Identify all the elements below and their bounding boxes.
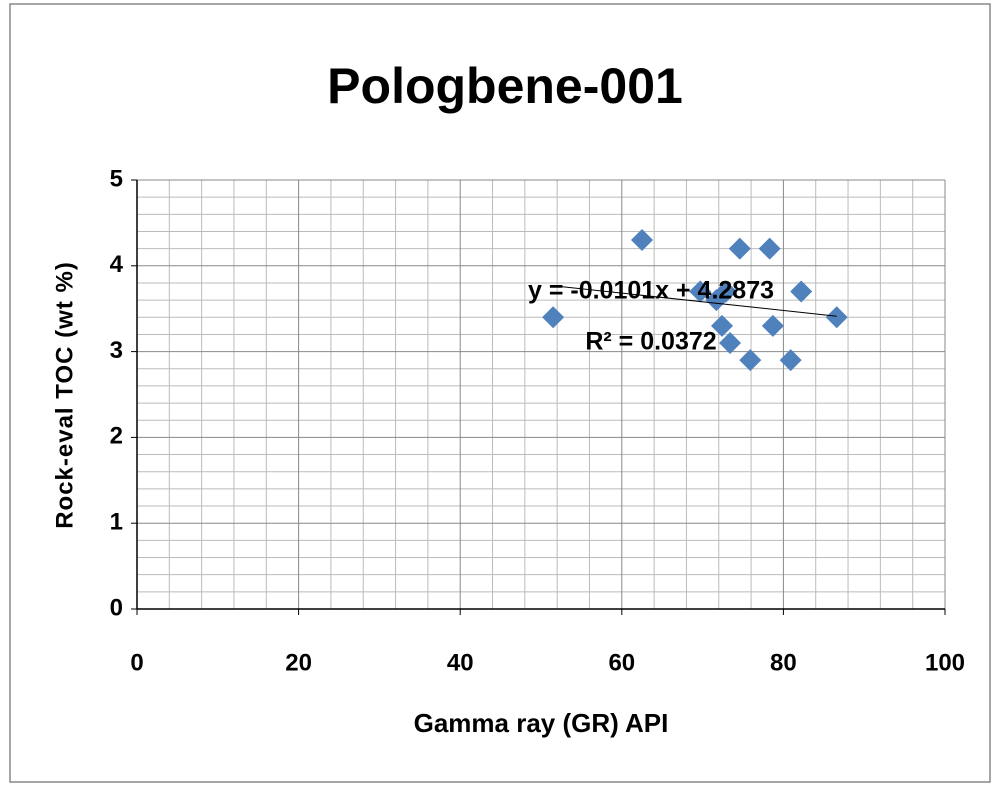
y-tick-label: 3 [110, 337, 123, 364]
trendline-r2: R² = 0.0372 [585, 328, 716, 356]
x-tick-label: 100 [925, 649, 965, 676]
x-tick-label: 60 [608, 649, 635, 676]
point [542, 306, 565, 329]
point [790, 280, 813, 303]
chart-border [9, 3, 991, 783]
point [689, 280, 712, 303]
point [710, 314, 733, 337]
point [761, 314, 784, 337]
x-axis-label: Gamma ray (GR) API [414, 708, 669, 738]
trendline-equation: y = -0.0101x + 4.2873 [528, 277, 774, 305]
chart-title: Pologbene-001 [327, 58, 683, 114]
point [715, 280, 738, 303]
x-tick-label: 0 [130, 649, 143, 676]
point [779, 349, 802, 372]
y-axis-label: Rock-eval TOC (wt %) [51, 261, 78, 529]
point [739, 349, 762, 372]
y-tick-label: 2 [110, 423, 123, 450]
y-tick-label: 5 [110, 165, 123, 192]
trendline [553, 285, 837, 317]
x-tick-label: 40 [447, 649, 474, 676]
x-tick-label: 80 [770, 649, 797, 676]
y-tick-label: 1 [110, 509, 123, 536]
point [728, 237, 751, 260]
point [631, 229, 653, 252]
x-tick-label: 20 [285, 649, 312, 676]
y-tick-label: 4 [110, 251, 124, 278]
point [719, 332, 742, 355]
point [825, 306, 848, 329]
point [758, 237, 781, 260]
y-tick-label: 0 [110, 594, 123, 621]
